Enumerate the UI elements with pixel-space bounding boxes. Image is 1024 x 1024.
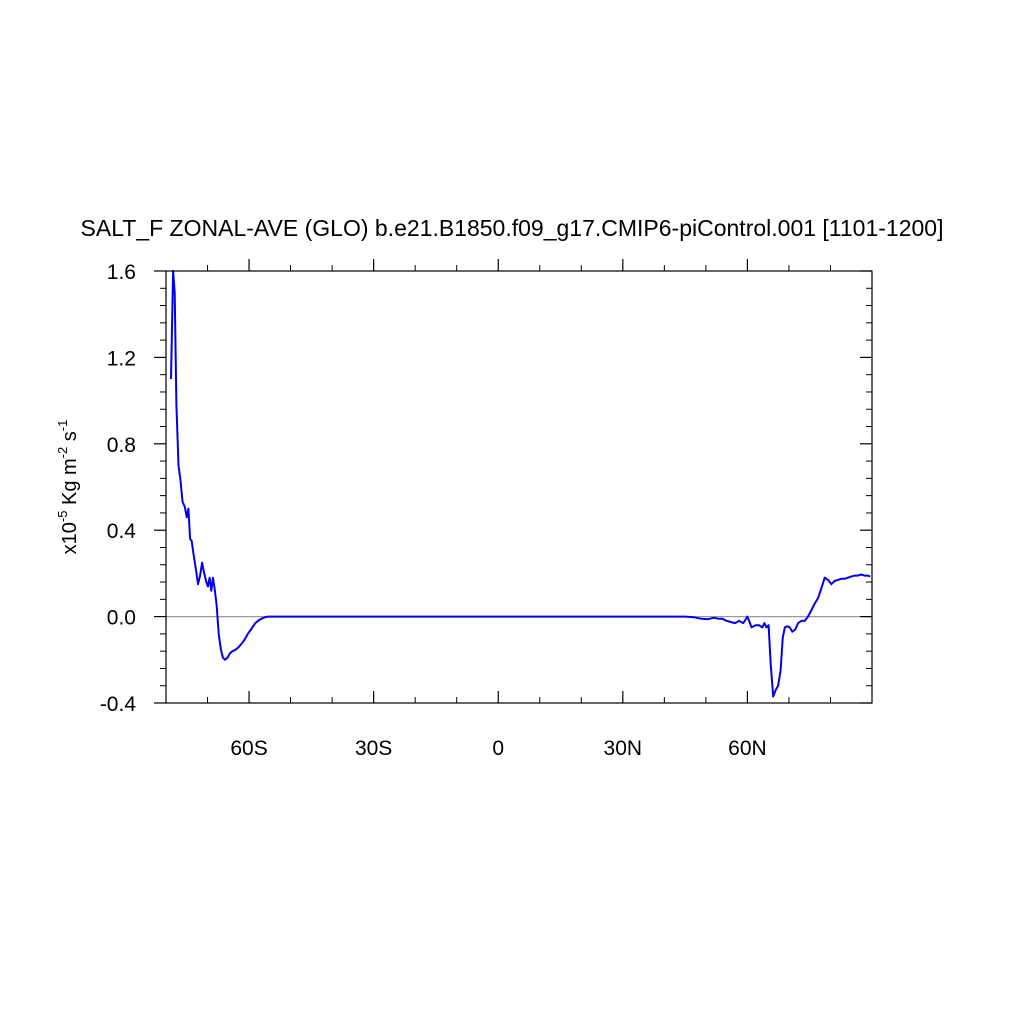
x-tick-label: 30S: [355, 737, 392, 760]
y-axis-unit-2: s: [59, 431, 81, 447]
x-tick-label: 60S: [230, 737, 267, 760]
plot-frame: [165, 270, 873, 704]
y-axis-unit-1: Kg m: [59, 458, 81, 510]
y-axis-unit-2-exponent: -1: [55, 420, 70, 432]
y-tick-label: 0.4: [107, 520, 137, 543]
x-tick-label: 30N: [604, 737, 643, 760]
y-axis-unit-1-exponent: -2: [55, 447, 70, 459]
x-tick-labels: 60S 30S 0 30N 60N: [230, 737, 766, 760]
x-tick-label: 0: [492, 737, 504, 760]
chart-title: SALT_F ZONAL-AVE (GLO) b.e21.B1850.f09_g…: [81, 215, 944, 241]
y-tick-label: 1.2: [107, 347, 136, 370]
y-axis-scale-base: x10: [59, 522, 81, 554]
y-tick-label: -0.4: [100, 693, 137, 716]
y-tick-labels: -0.4 0.0 0.4 0.8 1.2 1.6: [100, 261, 137, 716]
y-tick-label: 0.0: [107, 607, 136, 630]
y-axis-label: x10-5 Kg m-2 s-1: [55, 420, 81, 555]
x-minor-ticks: [207, 265, 831, 703]
plot-area: -0.4 0.0 0.4 0.8 1.2 1.6 60S 30S 0 30N 60N: [100, 259, 873, 760]
x-major-ticks: [248, 259, 749, 703]
y-axis-scale-exponent: -5: [55, 511, 70, 523]
y-tick-label: 0.8: [107, 434, 136, 457]
x-tick-label: 60N: [728, 737, 767, 760]
y-major-ticks: [154, 270, 872, 704]
y-minor-ticks: [160, 287, 872, 687]
y-tick-label: 1.6: [107, 261, 136, 284]
series-line: [170, 270, 871, 698]
